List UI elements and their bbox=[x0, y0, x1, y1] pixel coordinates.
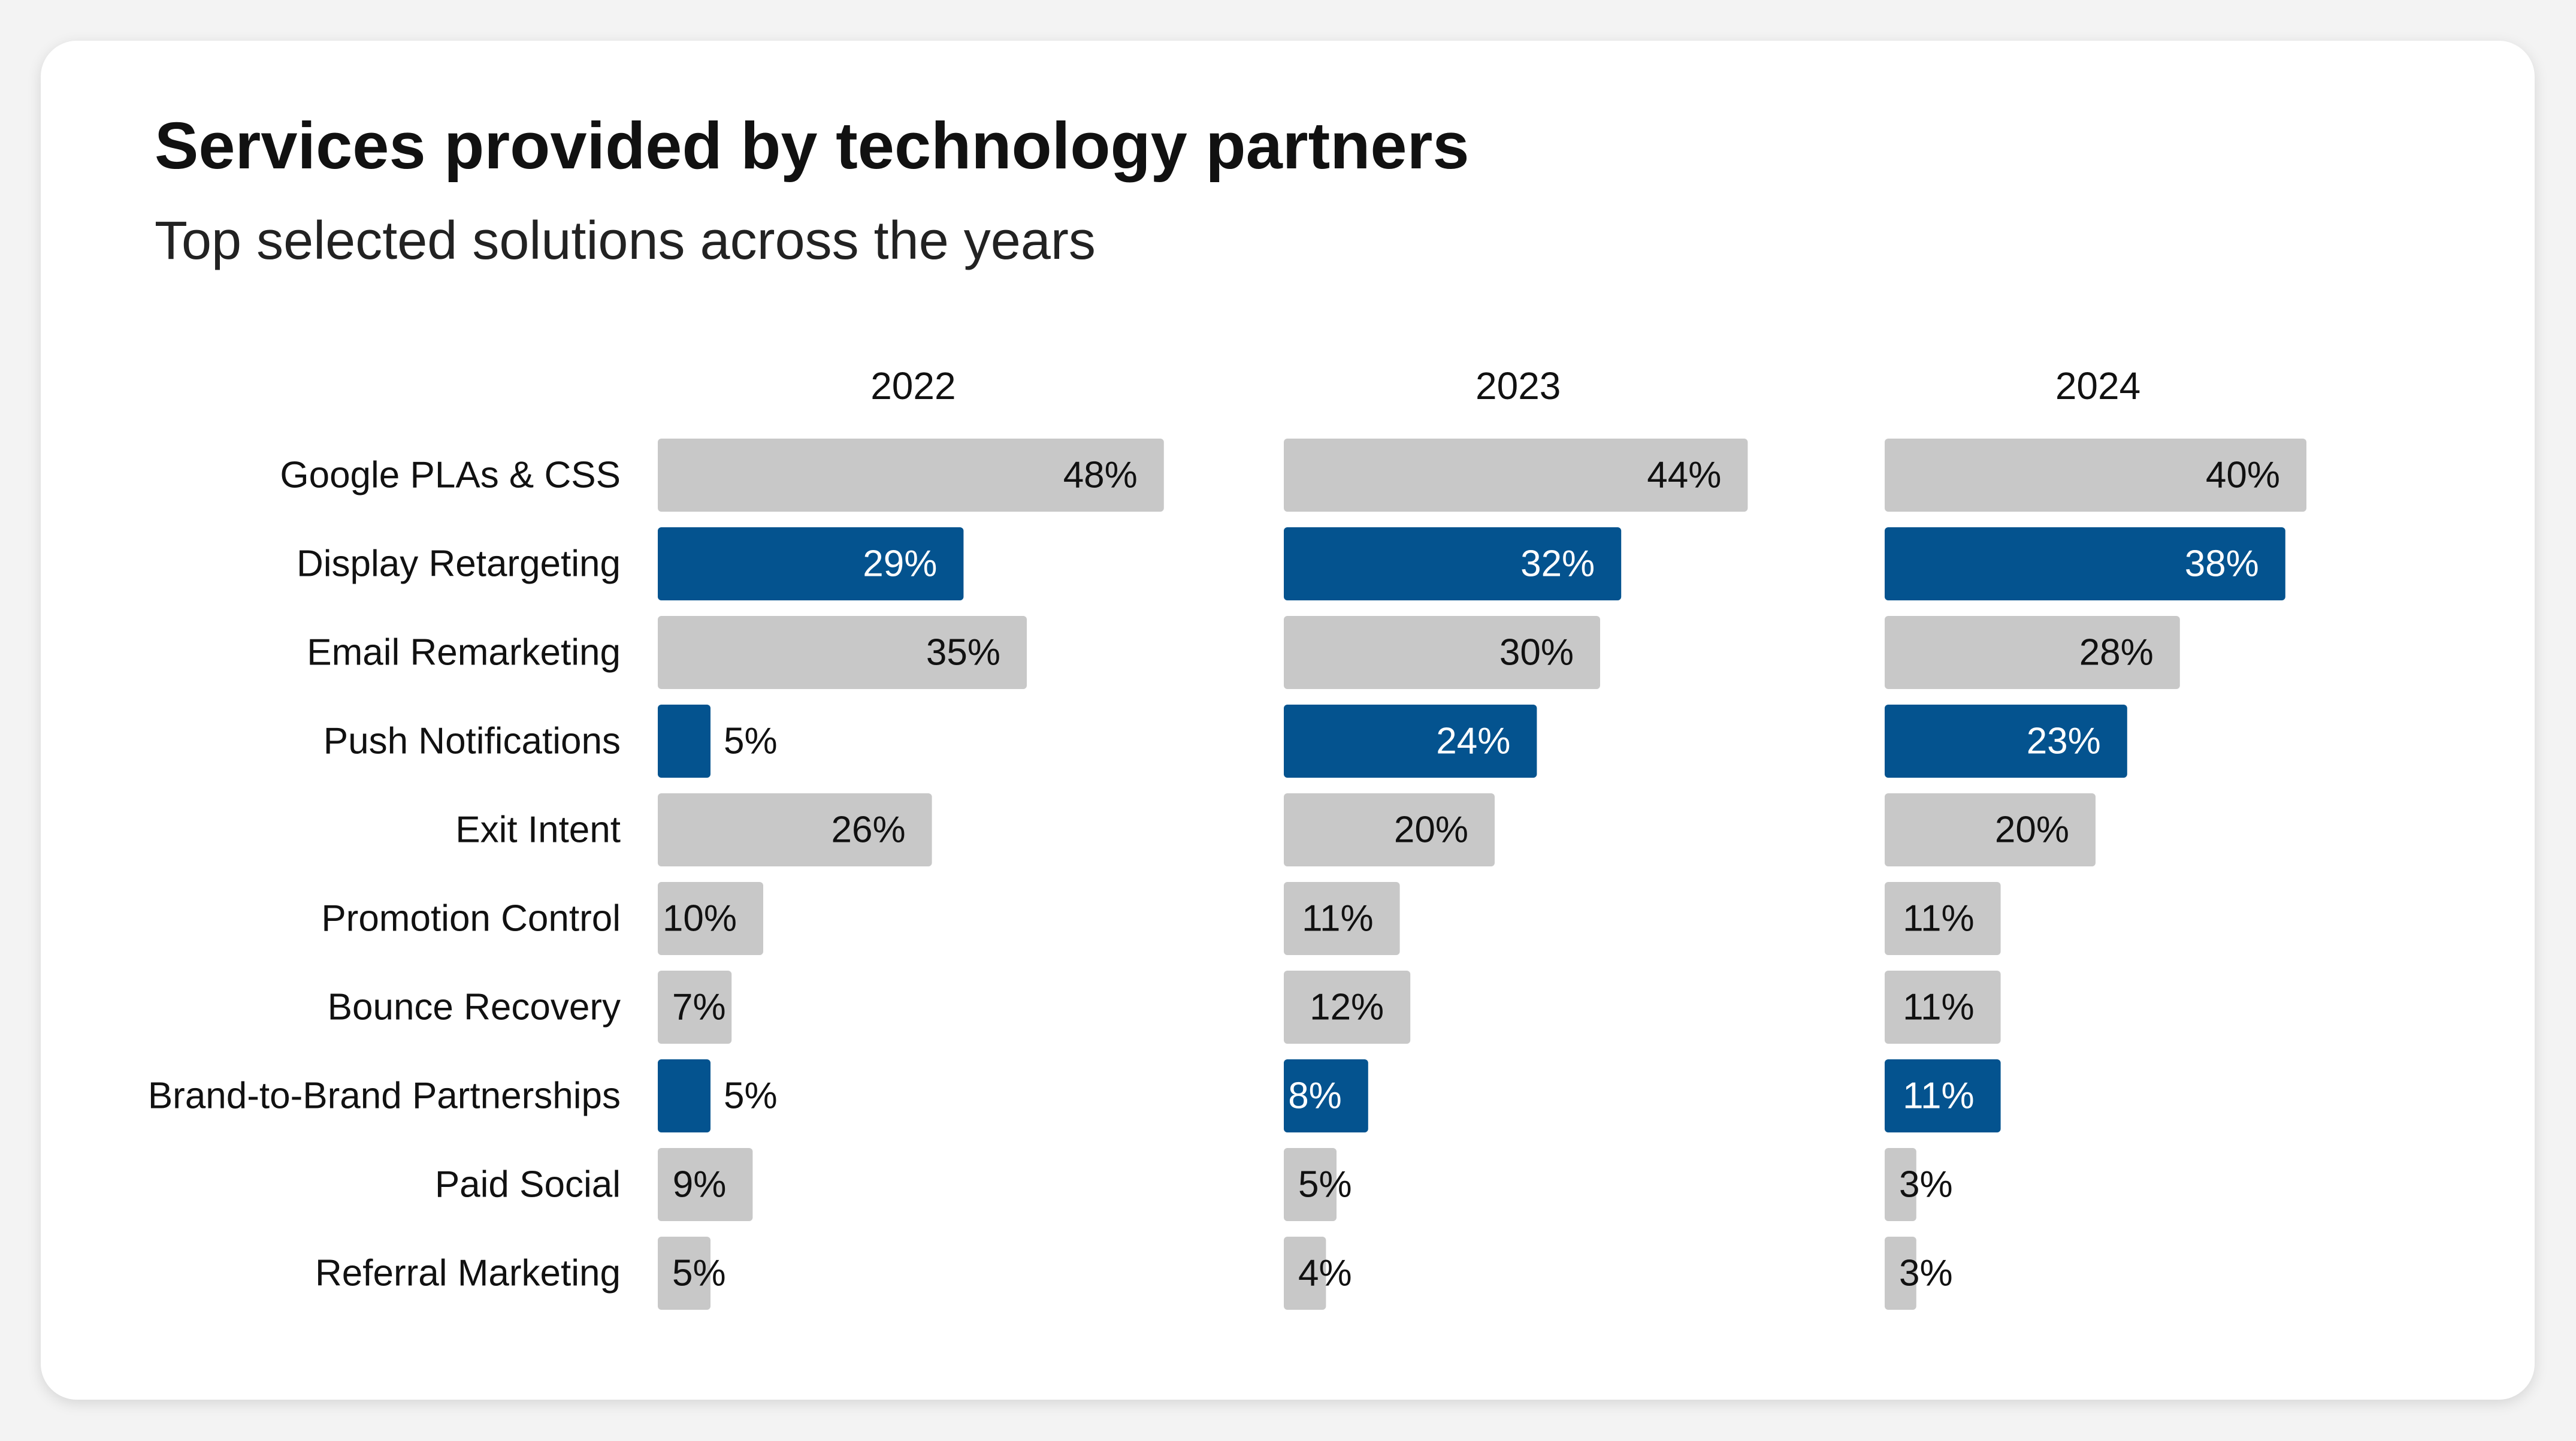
data-label: 29% bbox=[863, 543, 937, 585]
category-label: Google PLAs & CSS bbox=[280, 455, 621, 496]
bar bbox=[1885, 705, 2127, 778]
bar bbox=[1284, 793, 1495, 866]
data-label: 5% bbox=[672, 1253, 726, 1294]
bar bbox=[1284, 1237, 1326, 1310]
bar bbox=[1885, 1148, 1916, 1221]
data-label: 5% bbox=[724, 1076, 778, 1117]
bar bbox=[1284, 971, 1411, 1044]
data-label: 3% bbox=[1899, 1253, 1953, 1294]
category-label: Paid Social bbox=[435, 1164, 621, 1206]
data-label: 40% bbox=[2206, 455, 2280, 496]
bar bbox=[1885, 793, 2096, 866]
bar bbox=[1284, 527, 1622, 600]
bar bbox=[658, 1148, 753, 1221]
bar bbox=[658, 882, 763, 955]
category-label: Email Remarketing bbox=[307, 632, 621, 673]
bar bbox=[1284, 882, 1400, 955]
data-label: 5% bbox=[724, 721, 778, 762]
chart-title: Services provided by technology partners bbox=[155, 109, 1470, 183]
year-header: 2023 bbox=[1476, 364, 1561, 407]
bar bbox=[1284, 439, 1748, 512]
bar bbox=[658, 1059, 710, 1132]
bar bbox=[658, 616, 1027, 689]
chart-subtitle: Top selected solutions across the years bbox=[155, 211, 1096, 271]
data-label: 44% bbox=[1647, 455, 1721, 496]
bar bbox=[1284, 616, 1600, 689]
bar bbox=[1885, 1059, 2001, 1132]
data-label: 11% bbox=[1302, 898, 1374, 939]
category-label: Promotion Control bbox=[321, 898, 621, 939]
data-label: 30% bbox=[1499, 632, 1574, 673]
year-header: 2024 bbox=[2055, 364, 2140, 407]
data-label: 9% bbox=[673, 1164, 727, 1206]
data-label: 12% bbox=[1310, 987, 1384, 1028]
data-label: 3% bbox=[1899, 1164, 1953, 1206]
data-label: 38% bbox=[2185, 543, 2259, 585]
bar bbox=[1885, 971, 2001, 1044]
data-label: 35% bbox=[926, 632, 1000, 673]
data-label: 24% bbox=[1436, 721, 1510, 762]
data-label: 23% bbox=[2027, 721, 2101, 762]
bar bbox=[1885, 616, 2180, 689]
category-label: Bounce Recovery bbox=[328, 987, 621, 1028]
bar bbox=[1885, 1237, 1916, 1310]
category-label: Brand-to-Brand Partnerships bbox=[148, 1076, 621, 1117]
bar bbox=[1284, 1148, 1337, 1221]
data-label: 26% bbox=[832, 809, 906, 851]
bar bbox=[1885, 527, 2285, 600]
category-label: Referral Marketing bbox=[315, 1253, 621, 1294]
bar bbox=[1885, 882, 2001, 955]
bar bbox=[1885, 439, 2306, 512]
data-label: 11% bbox=[1903, 987, 1975, 1028]
category-label: Exit Intent bbox=[455, 809, 621, 851]
bar bbox=[658, 793, 932, 866]
bar bbox=[658, 705, 710, 778]
data-label: 4% bbox=[1298, 1253, 1352, 1294]
data-label: 48% bbox=[1063, 455, 1138, 496]
data-label: 7% bbox=[672, 987, 726, 1028]
bar bbox=[658, 971, 732, 1044]
category-label: Display Retargeting bbox=[297, 543, 621, 585]
data-label: 8% bbox=[1288, 1076, 1342, 1117]
data-label: 11% bbox=[1903, 1076, 1975, 1117]
data-label: 20% bbox=[1995, 809, 2069, 851]
bar bbox=[658, 439, 1164, 512]
bar bbox=[658, 527, 964, 600]
bar bbox=[658, 1237, 710, 1310]
data-label: 5% bbox=[1298, 1164, 1352, 1206]
data-label: 32% bbox=[1520, 543, 1595, 585]
data-label: 28% bbox=[2079, 632, 2154, 673]
data-label: 10% bbox=[663, 898, 737, 939]
bar bbox=[1284, 705, 1537, 778]
year-header: 2022 bbox=[870, 364, 956, 407]
category-label: Push Notifications bbox=[323, 721, 621, 762]
bar bbox=[1284, 1059, 1368, 1132]
data-label: 11% bbox=[1903, 898, 1975, 939]
data-label: 20% bbox=[1394, 809, 1468, 851]
